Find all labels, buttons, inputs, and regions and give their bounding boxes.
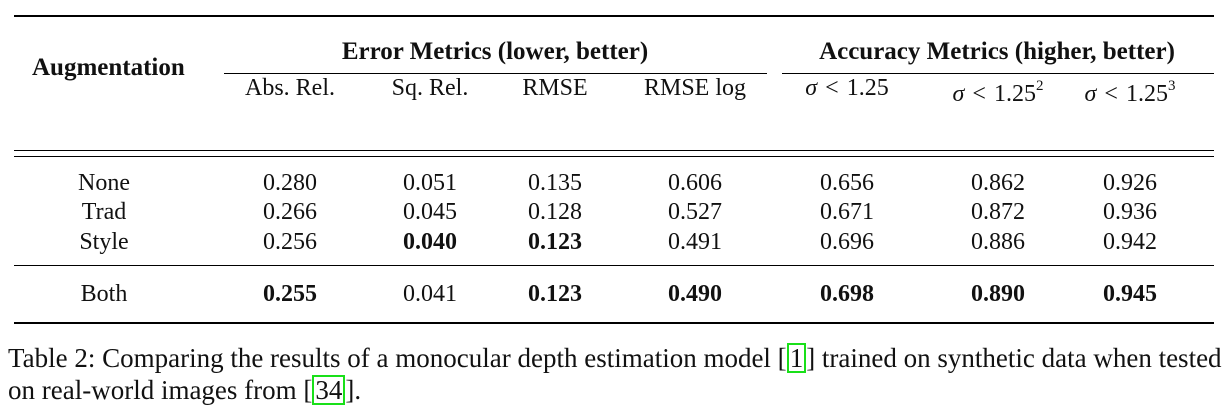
table-cell: 0.936: [1103, 199, 1157, 225]
table-cell: 0.942: [1103, 229, 1157, 255]
table-cell: 0.123: [528, 229, 582, 255]
table-cell: 0.886: [971, 229, 1025, 255]
table-cell: 0.527: [668, 199, 722, 225]
header-double-rule-bottom: [14, 156, 1214, 157]
table-cell: 0.606: [668, 170, 722, 196]
table-cell: 0.490: [668, 281, 722, 307]
table-cell: 0.041: [403, 281, 457, 307]
column-header: Abs. Rel.: [245, 75, 335, 101]
table-cell: 0.128: [528, 199, 582, 225]
caption-text-2: ] trained on synthetic data when tested …: [8, 343, 1222, 405]
table-cell: 0.698: [820, 281, 874, 307]
accuracy-metrics-header: Accuracy Metrics (higher, better): [819, 38, 1175, 65]
table-cell: 0.266: [263, 199, 317, 225]
augmentation-header: Augmentation: [32, 54, 185, 81]
table-cell: 0.926: [1103, 170, 1157, 196]
caption-text-3: ].: [345, 375, 362, 405]
error-metrics-header: Error Metrics (lower, better): [341, 38, 649, 65]
caption-text-1: Table 2: Comparing the results of a mono…: [8, 343, 787, 373]
table-cell: 0.671: [820, 199, 874, 225]
column-header: σ <1.25: [805, 75, 889, 101]
table-cell: 0.051: [403, 170, 457, 196]
row-label: Trad: [81, 199, 127, 225]
table-cell: 0.045: [403, 199, 457, 225]
citation-link-2[interactable]: 34: [312, 375, 346, 405]
table-cell: 0.945: [1103, 281, 1157, 307]
column-header: σ <1.253: [1084, 78, 1176, 107]
table-cell: 0.862: [971, 170, 1025, 196]
table-cell: 0.280: [263, 170, 317, 196]
table-cell: 0.040: [403, 229, 457, 255]
row-label: Style: [79, 229, 129, 255]
row-label: None: [78, 170, 130, 196]
error-group-rule: [224, 73, 767, 74]
table-cell: 0.872: [971, 199, 1025, 225]
column-header: RMSE: [522, 75, 588, 101]
top-rule: [14, 15, 1214, 17]
header-double-rule-top: [14, 150, 1214, 151]
row-label: Both: [80, 281, 128, 307]
midrule: [14, 265, 1214, 266]
table-cell: 0.135: [528, 170, 582, 196]
table-caption: Table 2: Comparing the results of a mono…: [8, 342, 1223, 406]
table-cell: 0.255: [263, 281, 317, 307]
bottom-rule: [14, 322, 1214, 324]
table-cell: 0.890: [971, 281, 1025, 307]
table-cell: 0.491: [668, 229, 722, 255]
citation-link-1[interactable]: 1: [786, 343, 807, 373]
table-cell: 0.696: [820, 229, 874, 255]
accuracy-group-rule: [782, 73, 1214, 74]
column-header: Sq. Rel.: [391, 75, 469, 101]
table-cell: 0.256: [263, 229, 317, 255]
column-header: σ <1.252: [952, 78, 1044, 107]
column-header: RMSE log: [643, 75, 747, 101]
table-cell: 0.123: [528, 281, 582, 307]
table-cell: 0.656: [820, 170, 874, 196]
